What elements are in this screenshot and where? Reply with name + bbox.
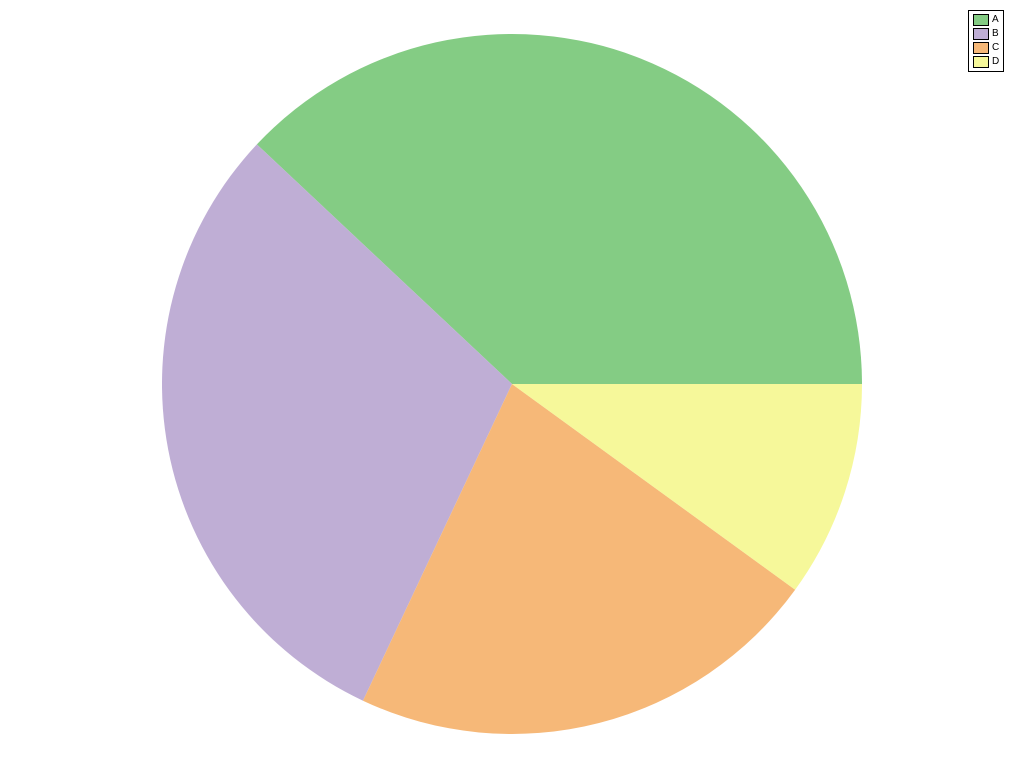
legend-item-b: B [973, 27, 999, 41]
legend-label-a: A [992, 15, 999, 25]
legend: ABCD [968, 10, 1004, 72]
legend-swatch-a [973, 14, 989, 26]
legend-swatch-d [973, 56, 989, 68]
legend-item-a: A [973, 13, 999, 27]
pie-chart-svg [0, 0, 1024, 768]
legend-label-b: B [992, 29, 999, 39]
legend-swatch-c [973, 42, 989, 54]
legend-item-c: C [973, 41, 999, 55]
legend-label-d: D [992, 57, 999, 67]
legend-swatch-b [973, 28, 989, 40]
legend-item-d: D [973, 55, 999, 69]
legend-label-c: C [992, 43, 999, 53]
pie-chart-container: ABCD [0, 0, 1024, 768]
